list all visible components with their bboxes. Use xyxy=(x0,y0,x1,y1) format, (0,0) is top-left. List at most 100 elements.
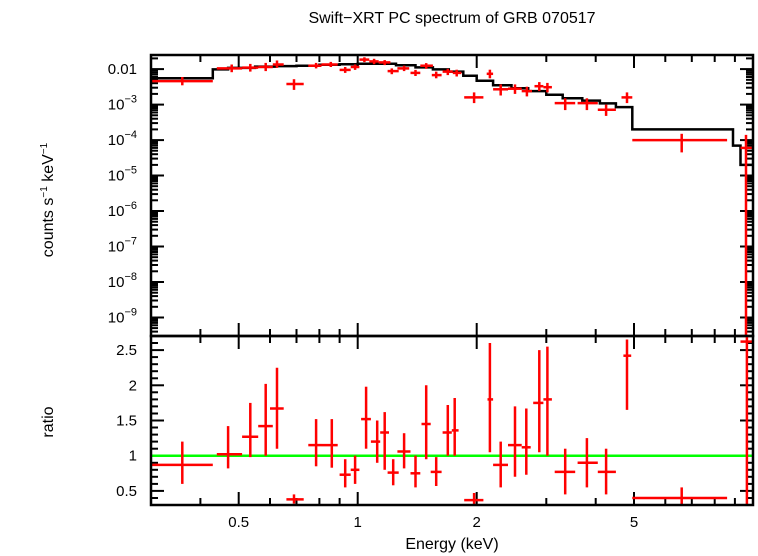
y-tick-label: 10−4 xyxy=(108,129,137,149)
y-tick-label: 10−7 xyxy=(108,236,137,256)
bottom-panel-frame xyxy=(149,334,755,507)
spectrum-point xyxy=(216,64,243,73)
top-panel: 0.01 10−3 10−4 10−5 10−6 10−7 10−8 10−9 counts … xyxy=(39,53,755,338)
spectrum-point xyxy=(272,60,284,68)
spectrum-point xyxy=(543,82,552,93)
spectrum-point xyxy=(350,64,360,70)
ratio-point xyxy=(410,455,421,488)
ratio-point xyxy=(487,343,494,453)
model-step-line xyxy=(151,62,753,167)
ratio-point xyxy=(632,487,728,505)
spectrum-point xyxy=(321,61,338,67)
ratio-point xyxy=(623,339,632,410)
y-tick-label: 10−3 xyxy=(108,94,137,114)
y-tick-label: 2.5 xyxy=(116,342,137,359)
spectrum-point xyxy=(397,65,410,72)
spectrum-point xyxy=(369,58,379,65)
y-tick-label: 0.5 xyxy=(116,483,137,500)
spectrum-point xyxy=(431,71,442,79)
spectrum-point xyxy=(486,69,494,79)
x-tick-label: 0.5 xyxy=(228,514,249,531)
spectrum-point xyxy=(308,62,322,69)
ratio-point xyxy=(258,383,273,456)
spectrum-point xyxy=(151,77,213,86)
spectrum-point xyxy=(554,98,576,111)
bottom-panel-ticks xyxy=(150,335,754,506)
spectrum-point xyxy=(464,92,484,104)
x-tick-label: 2 xyxy=(473,514,481,531)
y-tick-label: 1 xyxy=(129,448,137,465)
ratio-point xyxy=(361,386,371,449)
y-tick-label: 10−9 xyxy=(108,307,137,327)
spectrum-point xyxy=(378,60,391,66)
top-panel-y-axis-title: counts s−1 keV−1 xyxy=(39,142,57,257)
spectrum-point xyxy=(597,104,616,116)
y-tick-label: 10−5 xyxy=(108,165,137,185)
ratio-point xyxy=(321,419,338,468)
ratio-point xyxy=(554,448,576,495)
ratio-point xyxy=(533,350,544,453)
ratio-point xyxy=(286,494,304,504)
ratio-point xyxy=(370,420,381,463)
spectrum-point xyxy=(534,82,544,92)
x-tick-label: 1 xyxy=(354,514,362,531)
ratio-point xyxy=(387,459,399,486)
ratio-point xyxy=(242,402,259,458)
ratio-point xyxy=(308,419,322,467)
ratio-point xyxy=(521,408,531,475)
spectrum-point xyxy=(452,69,462,77)
ratio-point xyxy=(270,367,284,449)
top-panel-frame xyxy=(149,53,755,338)
y-tick-label: 0.01 xyxy=(108,61,137,78)
bottom-panel: 0.5 1 1.5 2 2.5 ratio xyxy=(40,334,755,507)
ratio-point xyxy=(442,405,452,456)
spectrum-point xyxy=(740,134,753,336)
y-tick-label: 10−8 xyxy=(108,271,137,291)
ratio-point xyxy=(543,346,552,456)
spectrum-point xyxy=(508,84,522,94)
ratio-point xyxy=(464,493,484,505)
ratio-point xyxy=(508,406,522,477)
bottom-panel-y-tick-labels: 0.5 1 1.5 2 2.5 xyxy=(116,342,137,500)
ratio-point xyxy=(597,448,616,495)
chart-title: Swift−XRT PC spectrum of GRB 070517 xyxy=(308,10,595,27)
x-tick-labels: 0.5 1 2 5 xyxy=(228,514,638,531)
spectrum-point xyxy=(339,67,351,73)
spectrum-point xyxy=(621,92,633,104)
spectrum-point xyxy=(258,62,273,72)
bottom-panel-y-axis-title: ratio xyxy=(40,406,57,437)
ratio-point xyxy=(577,438,598,488)
ratio-data-points xyxy=(151,336,753,505)
spectrum-point xyxy=(521,86,532,97)
ratio-point xyxy=(350,455,360,484)
spectrum-point xyxy=(442,68,453,76)
ratio-point xyxy=(397,433,411,469)
spectrum-point xyxy=(420,63,433,69)
spectrum-data-points xyxy=(151,57,753,336)
ratio-point xyxy=(451,398,459,456)
ratio-point xyxy=(421,385,431,460)
y-tick-label: 1.5 xyxy=(116,413,137,430)
x-axis-title: Energy (keV) xyxy=(405,536,498,553)
spectrum-point xyxy=(242,63,259,72)
ratio-point xyxy=(216,426,243,469)
top-panel-y-tick-labels: 0.01 10−3 10−4 10−5 10−6 10−7 10−8 10−9 xyxy=(108,61,137,326)
spectrum-point xyxy=(387,68,399,75)
spectrum-point xyxy=(410,69,421,76)
ratio-point xyxy=(380,412,389,470)
ratio-point xyxy=(493,441,508,488)
y-tick-label: 10−6 xyxy=(108,200,137,220)
ratio-point xyxy=(151,441,213,484)
spectrum-point xyxy=(493,84,508,96)
y-tick-label: 2 xyxy=(129,377,137,394)
ratio-point xyxy=(339,459,351,488)
spectrum-point xyxy=(632,133,728,153)
spectrum-point xyxy=(286,79,304,90)
spectrum-point xyxy=(577,98,598,111)
ratio-point xyxy=(740,336,753,505)
x-tick-label: 5 xyxy=(630,514,638,531)
top-panel-ticks xyxy=(150,55,754,337)
ratio-point xyxy=(430,457,442,486)
spectrum-point xyxy=(359,57,370,63)
